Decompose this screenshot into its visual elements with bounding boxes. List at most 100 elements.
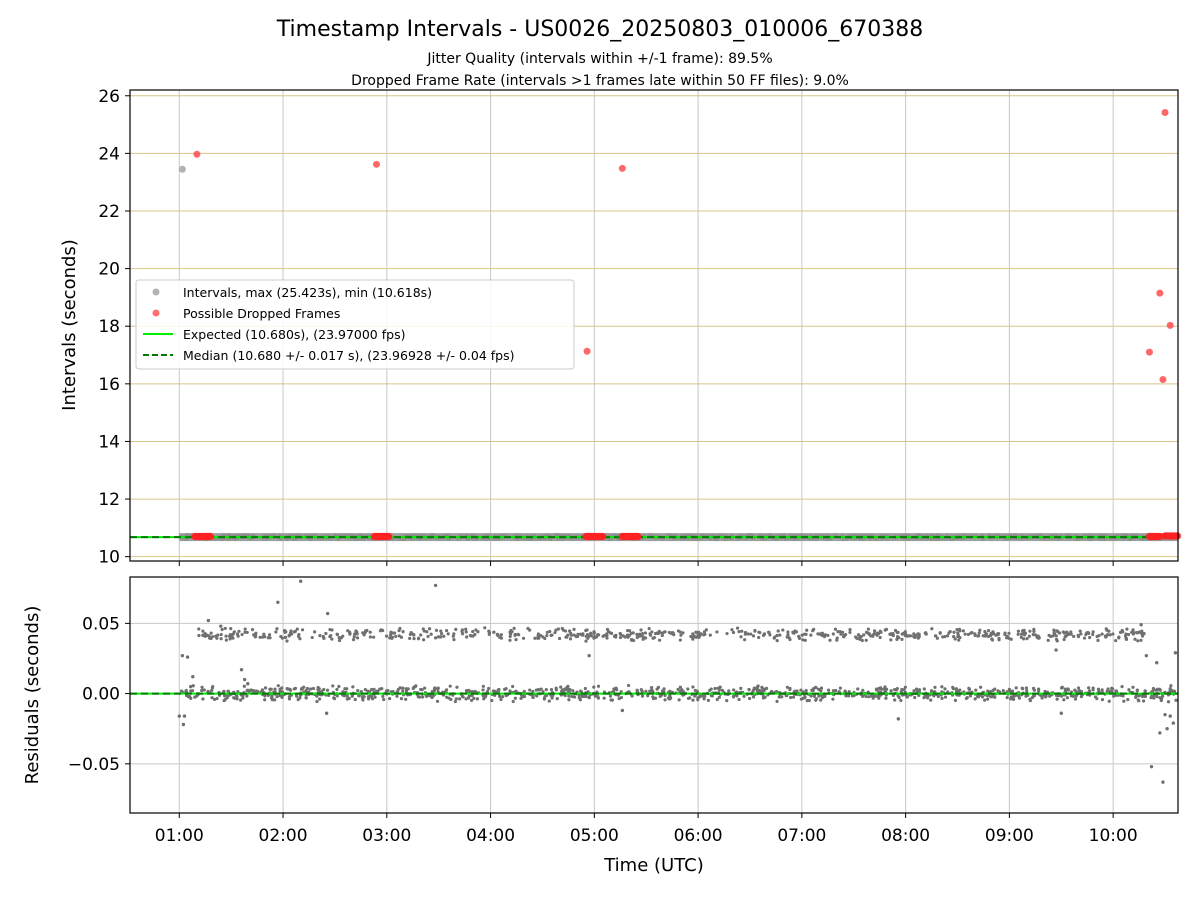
residual-point [874,687,879,691]
residual-point [1062,637,1066,642]
residual-point [1007,689,1012,693]
residual-point [442,634,446,638]
residual-point [893,698,897,702]
residual-point [200,685,204,689]
residual-point [426,634,430,638]
residual-point [957,638,961,642]
residual-point [482,697,486,701]
residual-point [799,688,803,692]
residual-point [545,630,549,634]
residual-point [222,698,226,703]
residual-point [951,685,955,689]
residual-point [337,684,341,689]
residual-point [400,686,405,690]
residual-point [372,687,376,691]
residual-point [875,633,879,637]
dropped-frame-point [599,532,607,541]
residual-point [447,696,451,700]
residual-point [240,632,244,637]
residual-point [746,632,750,636]
residual-point [826,633,830,638]
residual-point [755,688,759,692]
residual-point [325,611,330,616]
residual-point [838,629,842,634]
residual-point [461,695,465,699]
residual-point [1074,689,1078,694]
residual-point [302,685,306,689]
residual-point [581,633,585,637]
residual-point [395,694,399,698]
residual-point [429,694,433,698]
residual-point [429,632,433,636]
residual-point [260,635,265,639]
residual-point [521,636,526,640]
residual-point [978,628,982,632]
residual-point [858,637,862,641]
residual-point [668,694,672,698]
residual-point [1126,697,1130,702]
residual-point [1016,629,1021,633]
residual-point [826,688,831,692]
residual-point [1022,628,1026,632]
residual-point [1059,686,1064,690]
residual-point [720,688,724,692]
residual-point [273,687,277,691]
residual-point [225,696,229,700]
residual-point [578,698,583,702]
residual-point [856,633,861,637]
residual-point [382,697,386,702]
residual-point [1028,629,1032,633]
residual-point [965,696,969,700]
x-tick-label: 07:00 [777,826,826,846]
residual-point [363,629,368,633]
residual-point [878,635,882,640]
residual-point [1111,687,1115,691]
residual-point [1071,694,1075,698]
top-panel: 10 12 14 16 18 20 22 24 26 Intervals (seconds) I… [59,87,1182,568]
residual-point [1130,630,1134,634]
residual-point [1137,699,1141,703]
residual-point [1031,633,1035,637]
residual-point [197,627,201,631]
residual-point [743,632,747,636]
residual-point [243,627,247,631]
residual-point [717,695,721,699]
x-tick-label: 04:00 [466,826,515,846]
residual-point [283,635,288,640]
residual-point [803,695,807,699]
residual-point [732,688,736,692]
residual-point [1117,635,1121,639]
residual-point [988,690,992,694]
residual-point [1150,694,1154,698]
residual-point [1035,635,1039,639]
residual-point [210,688,214,692]
residual-point [803,638,807,642]
residual-point [811,687,816,691]
residual-point [587,696,591,700]
residual-point [1032,688,1036,692]
residual-point [1131,628,1135,632]
residual-point [536,636,540,640]
residual-point [943,695,948,699]
residual-point [236,634,240,638]
residual-point [762,689,766,693]
residual-point [237,629,241,633]
residual-point [1030,695,1034,700]
residual-point [185,655,190,659]
residual-point [436,686,440,690]
residual-point [1100,632,1104,636]
residual-point [1067,632,1071,637]
residual-point [1087,631,1091,636]
residual-point [697,634,701,638]
residual-point [473,632,477,637]
residual-point [498,694,502,699]
residual-point [1100,688,1104,692]
residual-point [743,638,747,642]
residual-point [627,690,631,694]
residual-point [550,633,554,637]
residual-point [814,697,819,701]
residual-point [274,630,278,634]
residual-point [1062,631,1067,635]
residual-point [246,682,250,686]
residual-point [293,686,298,690]
